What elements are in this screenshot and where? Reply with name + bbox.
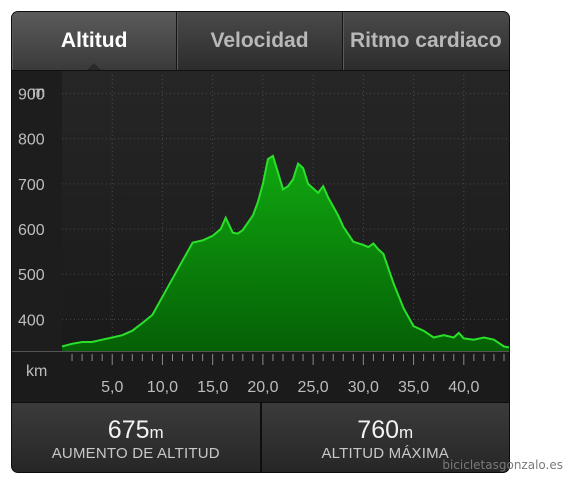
x-tick-label-7: 40,0 [448,379,479,396]
stats-bar: 675m AUMENTO DE ALTITUD 760m ALTITUD MÁX… [12,402,509,472]
tab-bar: Altitud Velocidad Ritmo cardiaco [12,12,509,71]
x-tick-label-3: 20,0 [247,379,278,396]
y-axis-unit-label: m [32,84,45,101]
stat-elevation-gain: 675m AUMENTO DE ALTITUD [12,403,260,472]
stat-max-altitude-label: ALTITUD MÁXIMA [321,445,450,462]
y-tick-label-0: 400 [18,312,45,329]
app-panel: Altitud Velocidad Ritmo cardiaco 400 500 6… [12,12,509,472]
stat-elevation-gain-value: 675 [107,416,150,444]
y-axis-panel [12,71,62,351]
tab-altitud[interactable]: Altitud [12,12,178,70]
y-tick-label-5: 900 [18,87,45,104]
stat-elevation-gain-unit: m [149,423,164,442]
x-tick-label-2: 15,0 [197,379,228,396]
elevation-line [61,154,509,349]
watermark-credit: bicicletasgonzalo.es [442,458,563,472]
tab-velocidad-label: Velocidad [210,29,309,52]
tab-ritmo-cardiaco-label: Ritmo cardiaco [349,29,502,52]
stat-max-altitude-unit: m [399,423,414,442]
y-tick-label-3: 700 [18,177,45,194]
tab-velocidad[interactable]: Velocidad [177,12,343,70]
y-tick-label-2: 600 [18,222,45,239]
active-tab-pointer [86,63,103,70]
x-tick-label-6: 35,0 [398,379,429,396]
x-tick-label-0: 5,0 [101,379,123,396]
x-tick-label-1: 10,0 [147,379,178,396]
stat-max-altitude: 760m ALTITUD MÁXIMA [259,403,510,472]
y-tick-label-1: 500 [18,267,45,284]
tab-altitud-label: Altitud [60,29,128,52]
tab-ritmo-cardiaco[interactable]: Ritmo cardiaco [343,12,509,70]
x-axis-panel [12,351,509,401]
x-axis-unit-label: km [26,363,47,380]
elevation-area [62,155,509,351]
stat-elevation-gain-label: AUMENTO DE ALTITUD [51,445,220,462]
y-tick-label-4: 800 [18,132,45,149]
x-tick-label-4: 25,0 [298,379,329,396]
stat-max-altitude-value: 760 [357,416,400,444]
x-tick-label-5: 30,0 [348,379,379,396]
